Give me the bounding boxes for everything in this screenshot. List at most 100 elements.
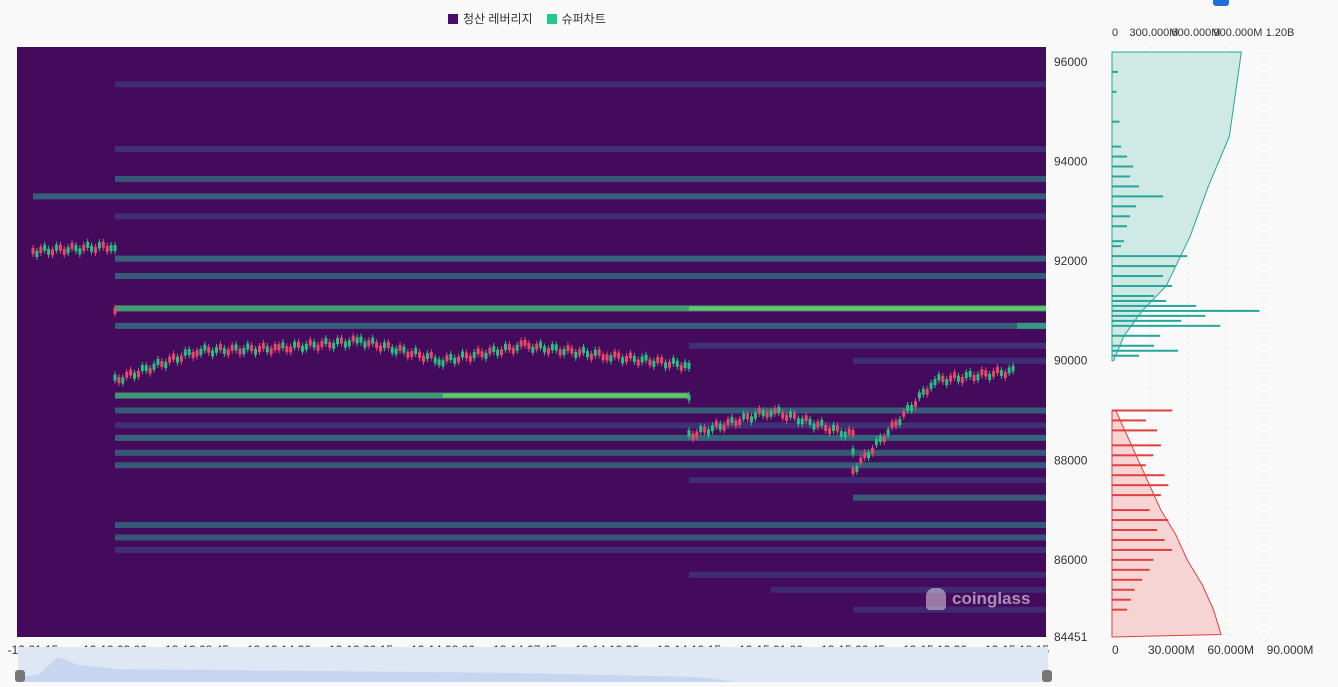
side-bottom-bar [1112, 494, 1161, 497]
candle-body [58, 244, 62, 251]
candle-body [328, 341, 332, 348]
time-range-navigator[interactable] [18, 647, 1048, 682]
candle-body [101, 241, 105, 248]
side-top-tick-label: 600.000M [1172, 27, 1221, 39]
candle-body [199, 348, 203, 355]
candle-body [265, 346, 269, 353]
candle-body [160, 360, 164, 367]
candle-body [273, 344, 277, 351]
liquidation-band [771, 586, 1046, 593]
side-top-tick-label: 0 [1112, 27, 1118, 39]
navigator-left-handle[interactable] [15, 670, 25, 682]
candle-body [269, 348, 273, 355]
candle-body [917, 392, 921, 399]
candle-body [289, 346, 293, 353]
candle-body [35, 250, 39, 257]
navigator-right-handle[interactable] [1042, 670, 1052, 682]
candle-body [761, 410, 765, 417]
candle-body [543, 346, 547, 353]
legend-item-liquidation-leverage[interactable]: 청산 레버리지 [448, 10, 533, 27]
candle-body [921, 388, 925, 395]
candle-body [484, 352, 488, 359]
candle-body [945, 379, 949, 386]
side-bottom-bar [1112, 538, 1165, 541]
candle-body [226, 349, 230, 356]
candle-body [933, 378, 937, 385]
candle-body [308, 339, 312, 346]
candle-body [636, 359, 640, 366]
candle-body [109, 244, 113, 251]
candle-body [839, 431, 843, 438]
candle-body [687, 430, 691, 437]
candle-body [156, 358, 160, 365]
candle-body [191, 351, 195, 358]
candle-body [804, 415, 808, 422]
candle-body [86, 241, 90, 248]
legend-item-superchart[interactable]: 슈퍼차트 [546, 10, 606, 27]
candle-body [129, 369, 133, 376]
candle-body [539, 341, 543, 348]
side-bottom-bar [1112, 474, 1165, 477]
candle-body [105, 245, 109, 252]
candle-body [906, 404, 910, 411]
candle-body [902, 410, 906, 417]
side-top-bar [1112, 225, 1128, 228]
candle-body [238, 348, 242, 355]
candle-body [710, 425, 714, 432]
candle-body [464, 352, 468, 359]
candle-body [851, 429, 855, 436]
candle-body [242, 347, 246, 354]
side-bottom-bar [1112, 454, 1154, 457]
candle-body [316, 344, 320, 351]
candle-body [433, 357, 437, 364]
side-top-bar [1112, 255, 1188, 258]
checkbox-icon[interactable] [1213, 0, 1229, 6]
candle-body [843, 431, 847, 438]
liquidation-band [115, 273, 1046, 280]
side-top-bar [1112, 349, 1179, 352]
candle-body [597, 349, 601, 356]
candle-body [113, 307, 117, 314]
candle-body [820, 419, 824, 426]
candle-body [699, 426, 703, 433]
candle-body [812, 423, 816, 430]
candle-body [492, 345, 496, 352]
candle-body [304, 343, 308, 350]
side-bottom-bar [1112, 464, 1146, 467]
candle-body [281, 342, 285, 349]
candle-body [347, 340, 351, 347]
candle-body [570, 347, 574, 354]
candle-body [78, 248, 82, 255]
candle-body [117, 377, 121, 384]
candle-body [613, 351, 617, 358]
candle-body [386, 341, 390, 348]
side-top-bar [1112, 299, 1167, 302]
candle-body [1003, 371, 1007, 378]
side-top-tick-label: 300.000M [1130, 27, 1179, 39]
candle-body [851, 448, 855, 455]
candle-body [66, 247, 70, 254]
candle-body [297, 341, 301, 348]
side-top-bar [1112, 304, 1197, 307]
candle-body [582, 346, 586, 353]
candle-body [503, 343, 507, 350]
liquidation-band [115, 392, 689, 399]
candle-body [324, 338, 328, 345]
candle-body [496, 349, 500, 356]
side-bottom-tick-label: 30.000M [1148, 643, 1195, 657]
candle-body [785, 414, 789, 421]
navigator-area [18, 657, 738, 682]
candle-body [375, 341, 379, 348]
y-tick-label: 94000 [1054, 155, 1088, 169]
liquidation-band [115, 462, 1046, 469]
candle-body [136, 370, 140, 377]
candle-body [687, 362, 691, 369]
candle-body [90, 245, 94, 252]
candle-body [527, 342, 531, 349]
candle-body [93, 246, 97, 253]
candle-body [609, 355, 613, 362]
side-bottom-bar [1112, 558, 1154, 561]
legend-swatch-liquidation [448, 13, 458, 24]
candle-body [371, 337, 375, 344]
liquidation-band [115, 422, 1046, 429]
